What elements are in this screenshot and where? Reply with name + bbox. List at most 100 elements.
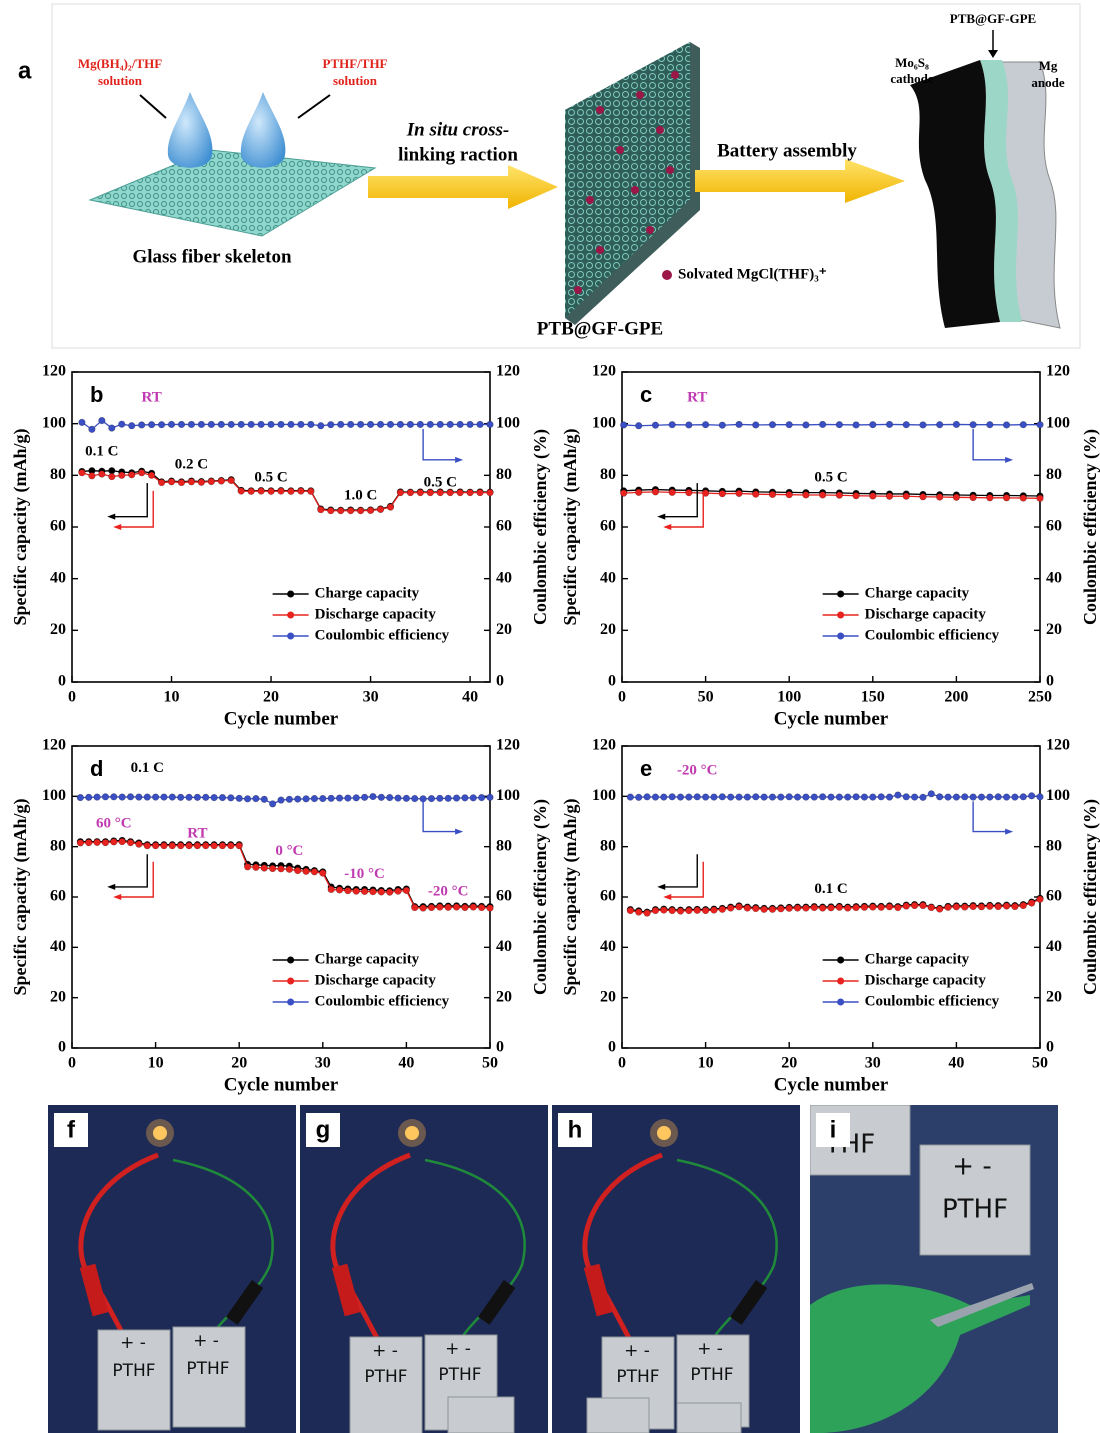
x-tick-label: 20 (263, 689, 279, 706)
data-point (686, 794, 693, 801)
legend-label: Discharge capacity (865, 972, 987, 988)
data-point (719, 422, 726, 429)
data-point (895, 792, 902, 799)
pointer (140, 95, 166, 118)
led-glow (398, 1119, 426, 1147)
data-point (136, 794, 143, 801)
data-point (1037, 421, 1044, 428)
x-axis-title: Cycle number (224, 708, 339, 729)
y2-tick-label: 60 (1046, 888, 1062, 905)
y-tick-label: 80 (50, 466, 66, 483)
data-point (702, 794, 709, 801)
data-point (79, 469, 86, 476)
data-point (236, 842, 243, 849)
data-point (427, 421, 434, 428)
data-point (928, 791, 935, 798)
data-point (635, 794, 642, 801)
data-point (744, 794, 751, 801)
y-tick-label: 120 (592, 363, 616, 380)
data-point (811, 904, 818, 911)
data-point (803, 422, 810, 429)
data-point (258, 488, 265, 495)
data-point (627, 794, 634, 801)
axis-arrow-head (663, 894, 671, 900)
y-tick-label: 60 (600, 518, 616, 535)
data-point (158, 479, 165, 486)
data-point (744, 905, 751, 912)
data-point (627, 907, 634, 914)
data-point (148, 472, 155, 479)
y2-tick-label: 80 (1046, 837, 1062, 854)
data-point (268, 421, 275, 428)
pouch (587, 1398, 649, 1433)
data-point (437, 904, 444, 911)
data-point (652, 489, 659, 496)
data-point (853, 904, 860, 911)
data-point (936, 494, 943, 501)
data-point (261, 865, 268, 872)
x-tick-label: 50 (698, 689, 714, 706)
data-point (727, 905, 734, 912)
data-point (870, 794, 877, 801)
data-point (228, 477, 235, 484)
panel-label: g (316, 1116, 331, 1143)
data-point (177, 842, 184, 849)
x-tick-label: 0 (68, 689, 76, 706)
data-point (186, 842, 193, 849)
legend-marker (837, 957, 844, 964)
y-tick-label: 60 (50, 888, 66, 905)
data-point (769, 491, 776, 498)
data-point (736, 490, 743, 497)
data-point (328, 886, 335, 893)
data-point (953, 494, 960, 501)
data-point (487, 489, 494, 496)
data-point (953, 421, 960, 428)
data-point (1003, 903, 1010, 910)
data-point (920, 493, 927, 500)
data-point (109, 467, 116, 474)
x-tick-label: 20 (781, 1055, 797, 1072)
legend-marker (287, 999, 294, 1006)
legend-marker (287, 978, 294, 985)
y2-axis-title: Coulombic efficiency (%) (530, 799, 550, 995)
y-tick-label: 60 (600, 888, 616, 905)
data-point (987, 495, 994, 502)
data-point (470, 795, 477, 802)
label: Mo₆S₈ (895, 55, 929, 70)
data-point (428, 904, 435, 911)
x-tick-label: 50 (482, 1055, 498, 1072)
label: Battery assembly (717, 140, 857, 161)
data-point (652, 907, 659, 914)
y2-tick-label: 80 (496, 466, 512, 483)
x-tick-label: 40 (398, 1055, 414, 1072)
y-tick-label: 0 (608, 673, 616, 690)
y-tick-label: 40 (50, 569, 66, 586)
data-point (803, 905, 810, 912)
legend-label: Discharge capacity (315, 606, 437, 622)
data-point (136, 841, 143, 848)
data-point (345, 795, 352, 802)
data-point (861, 794, 868, 801)
y2-tick-label: 40 (496, 938, 512, 955)
data-point (320, 795, 327, 802)
axis-arrow-head (107, 884, 115, 890)
data-point (853, 794, 860, 801)
data-point (158, 421, 165, 428)
data-point (211, 794, 218, 801)
y2-tick-label: 80 (496, 837, 512, 854)
axis-arrow (113, 483, 147, 517)
label: Solvated MgCl(THF)₃⁺ (678, 266, 827, 282)
data-point (635, 422, 642, 429)
data-point (853, 492, 860, 499)
data-point (198, 421, 205, 428)
label: linking raction (398, 144, 518, 165)
data-point (928, 904, 935, 911)
data-point (711, 907, 718, 914)
data-point (978, 904, 985, 911)
axis-arrow-head (455, 457, 463, 463)
data-point (711, 794, 718, 801)
data-point (278, 488, 285, 495)
data-point (320, 870, 327, 877)
data-point (85, 794, 92, 801)
data-point (208, 478, 215, 485)
